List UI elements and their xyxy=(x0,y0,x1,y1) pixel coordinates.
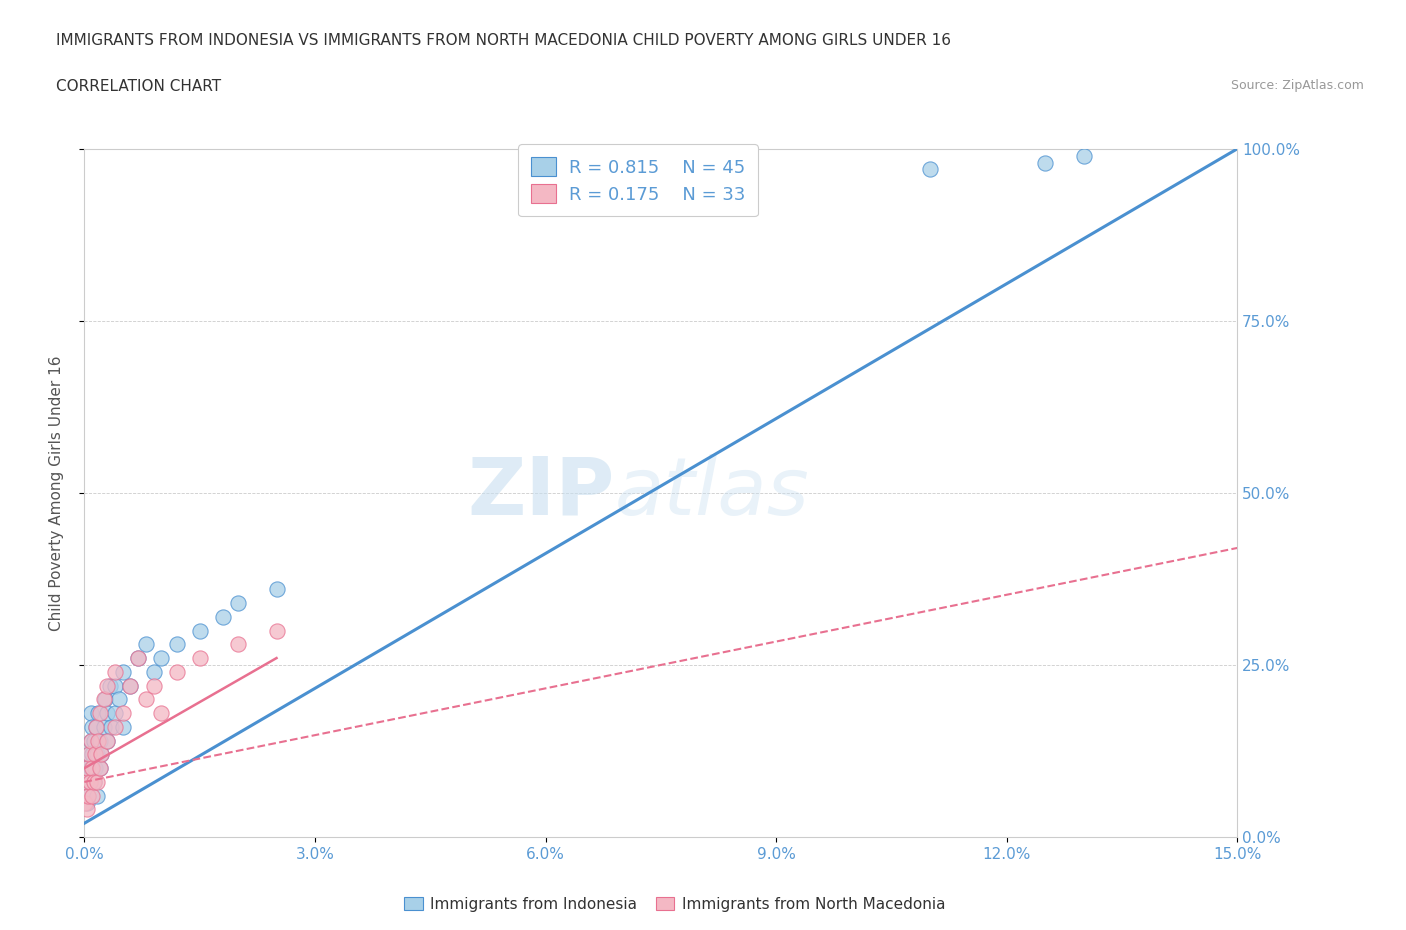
Point xyxy=(75,775,97,790)
Text: atlas: atlas xyxy=(614,454,810,532)
Point xyxy=(226,595,249,610)
Point xyxy=(75,795,97,810)
Point xyxy=(77,789,100,804)
Point xyxy=(104,706,127,721)
Point xyxy=(266,623,288,638)
Point xyxy=(127,651,149,666)
Point xyxy=(79,733,101,748)
Text: Source: ZipAtlas.com: Source: ZipAtlas.com xyxy=(1230,79,1364,92)
Point xyxy=(120,678,142,693)
Point xyxy=(111,706,134,721)
Point xyxy=(100,720,122,735)
Point xyxy=(79,775,101,790)
Point xyxy=(77,747,100,762)
Point xyxy=(111,720,134,735)
Legend: Immigrants from Indonesia, Immigrants from North Macedonia: Immigrants from Indonesia, Immigrants fr… xyxy=(398,890,952,918)
Point xyxy=(96,733,118,748)
Point xyxy=(188,623,211,638)
Text: IMMIGRANTS FROM INDONESIA VS IMMIGRANTS FROM NORTH MACEDONIA CHILD POVERTY AMONG: IMMIGRANTS FROM INDONESIA VS IMMIGRANTS … xyxy=(56,33,952,47)
Point xyxy=(150,706,173,721)
Point xyxy=(84,720,107,735)
Point xyxy=(80,789,103,804)
Point xyxy=(80,720,103,735)
Point xyxy=(150,651,173,666)
Point xyxy=(188,651,211,666)
Point xyxy=(918,162,941,177)
Point xyxy=(83,733,105,748)
Point xyxy=(1073,148,1095,163)
Point xyxy=(142,678,165,693)
Point xyxy=(89,706,111,721)
Point xyxy=(111,664,134,679)
Point xyxy=(1033,155,1056,170)
Point xyxy=(166,664,188,679)
Point xyxy=(127,651,149,666)
Point xyxy=(211,609,233,624)
Point xyxy=(86,747,108,762)
Point xyxy=(75,775,97,790)
Text: ZIP: ZIP xyxy=(467,454,614,532)
Point xyxy=(226,637,249,652)
Point xyxy=(108,692,131,707)
Point xyxy=(89,761,111,776)
Point xyxy=(104,664,127,679)
Point xyxy=(77,789,100,804)
Point xyxy=(87,733,110,748)
Point xyxy=(84,747,107,762)
Point xyxy=(77,747,100,762)
Legend: R = 0.815    N = 45, R = 0.175    N = 33: R = 0.815 N = 45, R = 0.175 N = 33 xyxy=(517,144,758,217)
Point xyxy=(76,761,98,776)
Point xyxy=(166,637,188,652)
Point xyxy=(90,747,112,762)
Point xyxy=(83,775,105,790)
Text: CORRELATION CHART: CORRELATION CHART xyxy=(56,79,221,94)
Point xyxy=(94,692,117,707)
Point xyxy=(266,582,288,597)
Point xyxy=(80,747,103,762)
Point xyxy=(96,678,118,693)
Point xyxy=(79,733,101,748)
Point xyxy=(76,761,98,776)
Point xyxy=(86,775,108,790)
Point xyxy=(89,761,111,776)
Y-axis label: Child Poverty Among Girls Under 16: Child Poverty Among Girls Under 16 xyxy=(49,355,63,631)
Point xyxy=(79,706,101,721)
Point xyxy=(96,706,118,721)
Point xyxy=(104,678,127,693)
Point xyxy=(86,789,108,804)
Point xyxy=(142,664,165,679)
Point xyxy=(89,733,111,748)
Point xyxy=(80,761,103,776)
Point xyxy=(87,706,110,721)
Point xyxy=(96,733,118,748)
Point xyxy=(76,802,98,817)
Point xyxy=(93,720,115,735)
Point xyxy=(90,747,112,762)
Point xyxy=(84,761,107,776)
Point xyxy=(135,637,157,652)
Point xyxy=(84,720,107,735)
Point xyxy=(120,678,142,693)
Point xyxy=(80,761,103,776)
Point xyxy=(76,795,98,810)
Point xyxy=(98,678,121,693)
Point xyxy=(135,692,157,707)
Point xyxy=(83,775,105,790)
Point xyxy=(93,692,115,707)
Point xyxy=(79,775,101,790)
Point xyxy=(104,720,127,735)
